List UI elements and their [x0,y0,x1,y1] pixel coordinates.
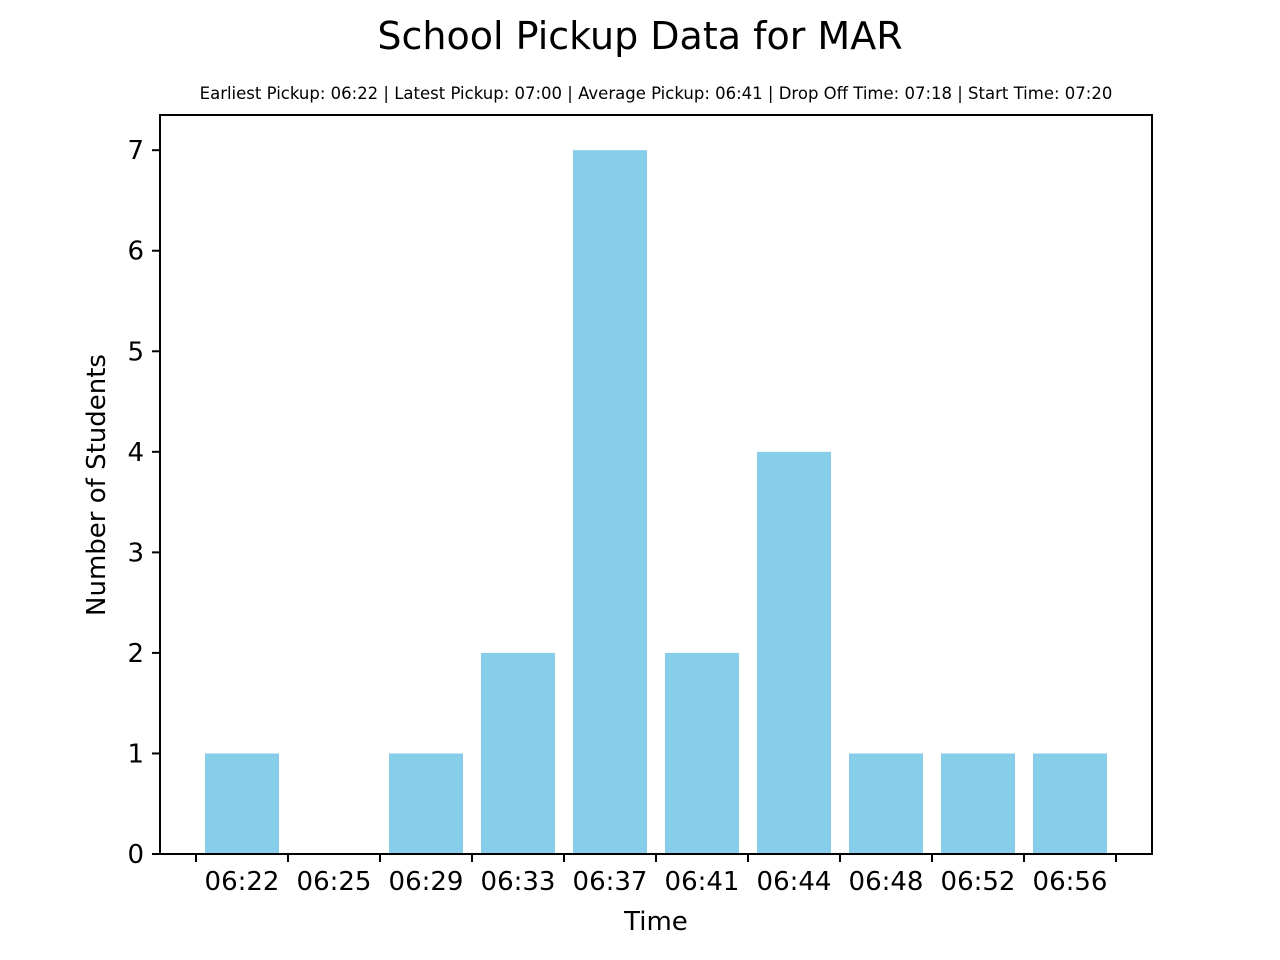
x-tick-label: 06:56 [1033,867,1108,897]
x-tick-label: 06:52 [941,867,1016,897]
x-axis-label: Time [623,907,688,937]
y-tick-label: 5 [127,337,144,367]
x-axis: 06:22 06:25 06:29 06:33 06:37 06:41 06:44 06:48… [195,854,1117,897]
y-tick-label: 0 [127,840,144,870]
y-tick-label: 6 [127,237,144,267]
bars [205,150,1107,854]
x-tick-label: 06:37 [573,867,648,897]
y-axis-label: Number of Students [82,354,112,616]
x-tick-label: 06:29 [389,867,464,897]
x-tick-label: 06:25 [297,867,372,897]
x-tick-label: 06:44 [757,867,832,897]
y-tick-label: 7 [127,136,144,166]
x-tick-label: 06:48 [849,867,924,897]
chart-title: School Pickup Data for MAR [377,14,902,58]
x-tick-label: 06:41 [665,867,740,897]
bar-0644 [757,451,831,854]
y-tick-label: 3 [127,538,144,568]
x-tick-label: 06:22 [205,867,280,897]
y-tick-label: 1 [127,739,144,769]
bar-0622 [205,753,279,854]
y-axis: 0 1 2 3 4 5 6 7 [127,136,160,870]
chart-subtitle: Earliest Pickup: 06:22 | Latest Pickup: … [200,84,1113,103]
y-tick-label: 2 [127,639,144,669]
bar-0648 [849,753,923,854]
bar-0641 [665,652,739,854]
bar-0637 [573,150,647,854]
plot-frame [159,114,1153,855]
x-tick-label: 06:33 [481,867,556,897]
bar-0656 [1033,753,1107,854]
bar-0629 [389,753,463,854]
y-tick-label: 4 [127,438,144,468]
bar-0633 [481,652,555,854]
bar-0652 [941,753,1015,854]
